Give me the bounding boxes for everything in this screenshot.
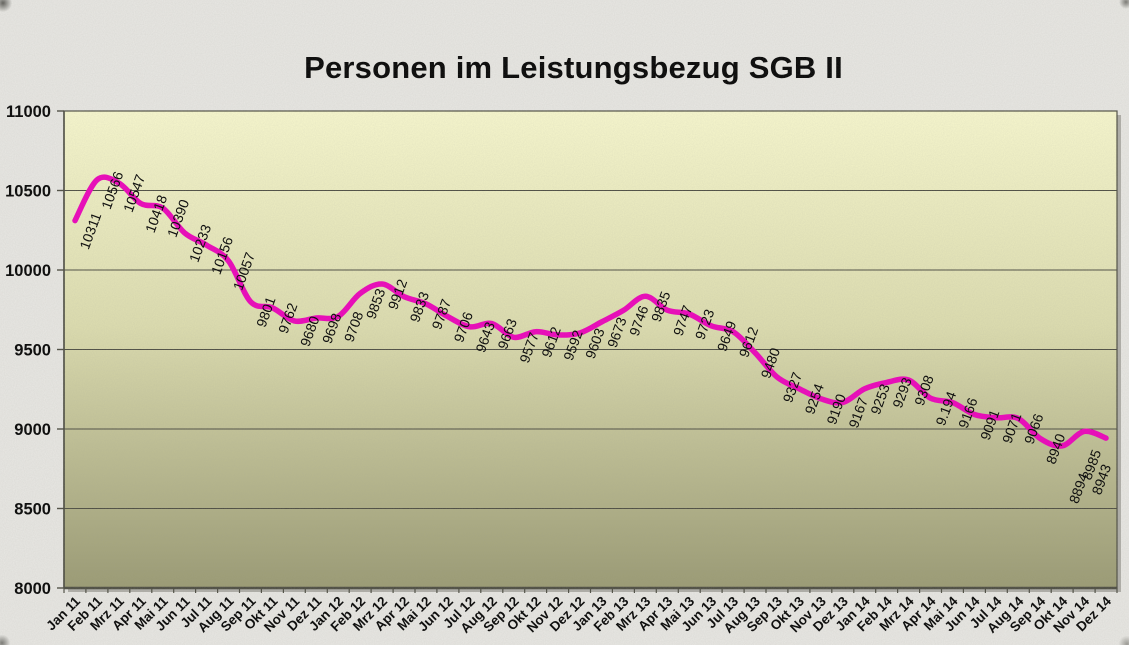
chart-title: Personen im Leistungsbezug SGB II bbox=[304, 50, 843, 85]
y-axis-label: 9500 bbox=[14, 342, 51, 360]
y-axis-label: 8000 bbox=[14, 580, 51, 598]
y-axis-label: 8500 bbox=[14, 501, 51, 519]
y-axis-label: 9000 bbox=[14, 421, 51, 439]
y-axis-label: 10000 bbox=[5, 262, 51, 280]
y-axis-label: 10500 bbox=[5, 183, 51, 201]
y-axis-label: 11000 bbox=[6, 103, 51, 121]
